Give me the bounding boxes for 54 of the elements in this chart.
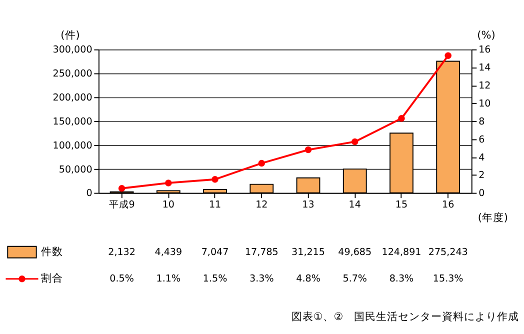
y-tick-label: 200,000 <box>52 92 92 104</box>
y2-tick-label: 14 <box>478 62 491 74</box>
y-tick-label: 50,000 <box>58 164 92 176</box>
point <box>444 52 452 60</box>
x-tick-label: 12 <box>256 200 268 211</box>
data-label: 15.3% <box>432 274 464 285</box>
legend-label: 割合 <box>41 272 64 285</box>
y2-tick-label: 16 <box>478 44 491 56</box>
y-tick-label: 300,000 <box>52 44 92 56</box>
data-label: 4,439 <box>154 246 182 258</box>
y2-axis-title: (%) <box>477 29 496 42</box>
data-label: 0.5% <box>110 274 134 285</box>
y2-tick-label: 10 <box>478 98 491 110</box>
y2-tick-label: 2 <box>478 170 485 182</box>
data-label: 124,891 <box>382 246 422 258</box>
y2-tick-label: 8 <box>478 116 485 128</box>
x-tick-label: 14 <box>348 200 361 211</box>
point <box>118 184 126 192</box>
y-tick-label: 150,000 <box>52 116 92 128</box>
data-label: 31,215 <box>292 246 325 258</box>
x-tick-label: 11 <box>208 200 222 211</box>
x-tick-label: 平成9 <box>108 198 135 211</box>
y-tick-label: 100,000 <box>52 140 92 152</box>
data-label: 275,243 <box>428 246 468 258</box>
x-tick-label: 16 <box>442 200 454 211</box>
data-label: 7,047 <box>201 246 229 258</box>
data-label: 1.1% <box>156 274 181 285</box>
point <box>165 180 172 186</box>
point <box>351 138 358 146</box>
data-label: 49,685 <box>338 246 372 258</box>
point <box>304 146 312 154</box>
data-label: 4.8% <box>296 274 320 285</box>
data-label: 2,132 <box>108 246 136 258</box>
text: 図表①、② 国民生活センター資料により作成 <box>291 310 520 323</box>
y-axis-title: (件) <box>60 29 80 42</box>
y2-tick-label: 6 <box>478 134 485 146</box>
x-tick-label: 13 <box>302 200 314 211</box>
y2-tick-label: 0 <box>478 188 485 200</box>
y-tick-label: 250,000 <box>52 68 92 80</box>
y2-tick-label: 12 <box>478 80 491 92</box>
legend-label: 件数 <box>41 246 64 258</box>
data-label: 5.7% <box>342 274 368 285</box>
y-tick-label: 0 <box>86 188 92 200</box>
data-label: 17,785 <box>244 246 278 258</box>
point <box>258 160 266 167</box>
x-tick-label: 10 <box>162 200 174 211</box>
data-label: 8.3% <box>389 274 414 285</box>
point <box>212 176 218 183</box>
x-tick-label: 15 <box>395 200 408 211</box>
y2-tick-label: 4 <box>478 152 485 164</box>
point <box>398 115 405 122</box>
x-axis-title: (年度) <box>478 211 508 224</box>
data-label: 3.3% <box>250 274 274 285</box>
data-label: 1.5% <box>202 274 228 285</box>
